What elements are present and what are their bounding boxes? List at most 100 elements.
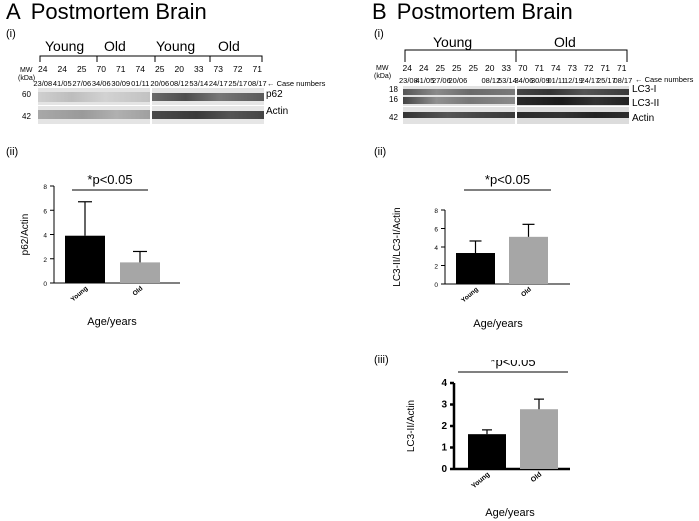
y-tick-label: 4 — [434, 245, 438, 252]
panel-b-band-lc3-ii: LC3-II — [632, 98, 660, 109]
lane-age: 24 — [57, 64, 67, 74]
lane-age: 25 — [468, 63, 478, 73]
y-tick-label: 0 — [434, 282, 438, 289]
lane-case-number: 34/06 — [514, 76, 534, 85]
lane-case-number: 08/12 — [481, 76, 501, 85]
lane-case-number: 30/09 — [111, 79, 131, 88]
lane-case-number: 53/14 — [189, 79, 209, 88]
lane-age: 73 — [567, 63, 577, 73]
panel-a-case-numbers-label: ← Case numbers — [267, 79, 326, 88]
category-label: Old — [131, 285, 144, 297]
lane-case-number: 01/11 — [547, 76, 566, 85]
lane-age: 24 — [419, 63, 429, 73]
significance-annotation: *p<0.05 — [490, 360, 535, 369]
panel-a-kda-label: (kDa) — [18, 75, 36, 82]
panel-a-title: Postmortem Brain — [30, 0, 207, 24]
y-tick-label: 4 — [441, 378, 447, 389]
lane-age: 25 — [155, 64, 165, 74]
lane-case-number: 23/08 — [399, 76, 418, 85]
lane-age: 25 — [452, 63, 462, 73]
panel-a-group-old-2: Old — [218, 38, 240, 54]
significance-annotation: *p<0.05 — [87, 172, 132, 187]
panel-b-sub-ii: (ii) — [374, 146, 387, 158]
lane-case-number: 08/17 — [247, 79, 267, 88]
lane-case-number: 25/17 — [228, 79, 248, 88]
panel-b-group-old: Old — [554, 34, 576, 50]
category-label: Young — [70, 285, 90, 303]
y-tick-label: 1 — [441, 443, 447, 454]
panel-a-group-young-1: Young — [45, 38, 85, 54]
lane-case-number: 23/08 — [33, 79, 53, 88]
y-tick-label: 2 — [43, 257, 47, 264]
lane-age: 33 — [501, 63, 511, 73]
lane-case-number: 34/06 — [91, 79, 111, 88]
lane-age: 72 — [584, 63, 594, 73]
panel-a-heading: A Postmortem Brain — [6, 0, 207, 25]
panel-a-group-young-2: Young — [156, 38, 196, 54]
lane-age: 73 — [213, 64, 223, 74]
y-tick-label: 0 — [43, 281, 47, 288]
x-axis-label: Age/years — [473, 318, 523, 330]
panel-b-mw-label: MW — [376, 65, 389, 72]
y-tick-label: 8 — [43, 184, 47, 191]
lane-case-number: 41/05 — [52, 79, 72, 88]
bar-old — [509, 236, 548, 284]
y-tick-label: 6 — [43, 208, 47, 215]
lane-age: 71 — [252, 64, 262, 74]
panel-b-case-numbers-label: ← Case numbers — [635, 75, 694, 84]
panel-b-group-brackets — [404, 49, 628, 62]
chart-p62-actin: 0 2 4 6 8 Young Old *p<0.05 p62/Actin Age/years — [20, 172, 180, 328]
lane-case-number: 08/12 — [169, 79, 189, 88]
lane-age: 74 — [551, 63, 561, 73]
category-label: Young — [470, 471, 491, 490]
lane-age: 71 — [116, 64, 126, 74]
lane-case-number: 24/17 — [208, 79, 228, 88]
panel-a-mw-60: 60 — [22, 90, 31, 99]
lane-age: 71 — [617, 63, 627, 73]
y-axis-label: p62/Actin — [20, 214, 31, 256]
panel-b-mw-42: 42 — [389, 113, 398, 122]
panel-b-letter: B — [372, 0, 387, 24]
y-tick-label: 8 — [434, 208, 438, 215]
panel-b-blot-right — [517, 86, 629, 124]
panel-b-mw-18: 18 — [389, 85, 398, 94]
panel-b-mw-16: 16 — [389, 95, 398, 104]
panel-b-sub-i: (i) — [374, 28, 384, 40]
panel-a-band-p62: p62 — [266, 89, 283, 100]
lane-case-number: 24/17 — [580, 76, 600, 85]
x-axis-label: Age/years — [87, 316, 137, 328]
panel-a-sub-ii: (ii) — [6, 146, 19, 158]
significance-annotation: *p<0.05 — [485, 172, 530, 187]
panel-a-sub-i: (i) — [6, 28, 16, 40]
lane-case-number: 27/06 — [72, 79, 92, 88]
lane-age: 71 — [534, 63, 544, 73]
bar-young — [65, 235, 105, 283]
y-tick-label: 2 — [434, 264, 438, 271]
panel-b-kda-label: (kDa) — [374, 73, 392, 80]
lane-age: 70 — [518, 63, 528, 73]
bar-old — [120, 262, 160, 283]
lane-age: 24 — [38, 64, 48, 74]
category-label: Old — [520, 286, 533, 298]
lane-age: 74 — [135, 64, 145, 74]
panel-b-band-lc3-i: LC3-I — [632, 84, 657, 95]
lane-case-number: 12/19 — [564, 76, 583, 85]
y-tick-label: 3 — [441, 400, 447, 411]
panel-b-title: Postmortem Brain — [396, 0, 573, 24]
bar-old — [520, 409, 558, 469]
chart-lc3ii-lc3i-actin: 0 2 4 6 8 Young Old *p<0.05 LC3-II/LC3-I/Actin Ag… — [392, 172, 570, 330]
panel-a-mw-label: MW — [20, 67, 33, 74]
panel-b-heading: B Postmortem Brain — [372, 0, 573, 25]
lane-age: 70 — [96, 64, 106, 74]
lane-case-number: 27/06 — [432, 76, 451, 85]
lane-age: 71 — [600, 63, 610, 73]
bar-young — [456, 253, 495, 284]
panel-a-group-brackets — [39, 55, 263, 62]
lane-age: 24 — [402, 63, 412, 73]
category-label: Young — [460, 286, 480, 304]
panel-a-mw-42: 42 — [22, 112, 31, 121]
panel-b-sub-iii: (iii) — [374, 354, 389, 366]
lane-case-number: 30/09 — [531, 76, 550, 85]
panel-a-letter: A — [6, 0, 21, 24]
lane-case-number: 53/14 — [498, 76, 517, 85]
